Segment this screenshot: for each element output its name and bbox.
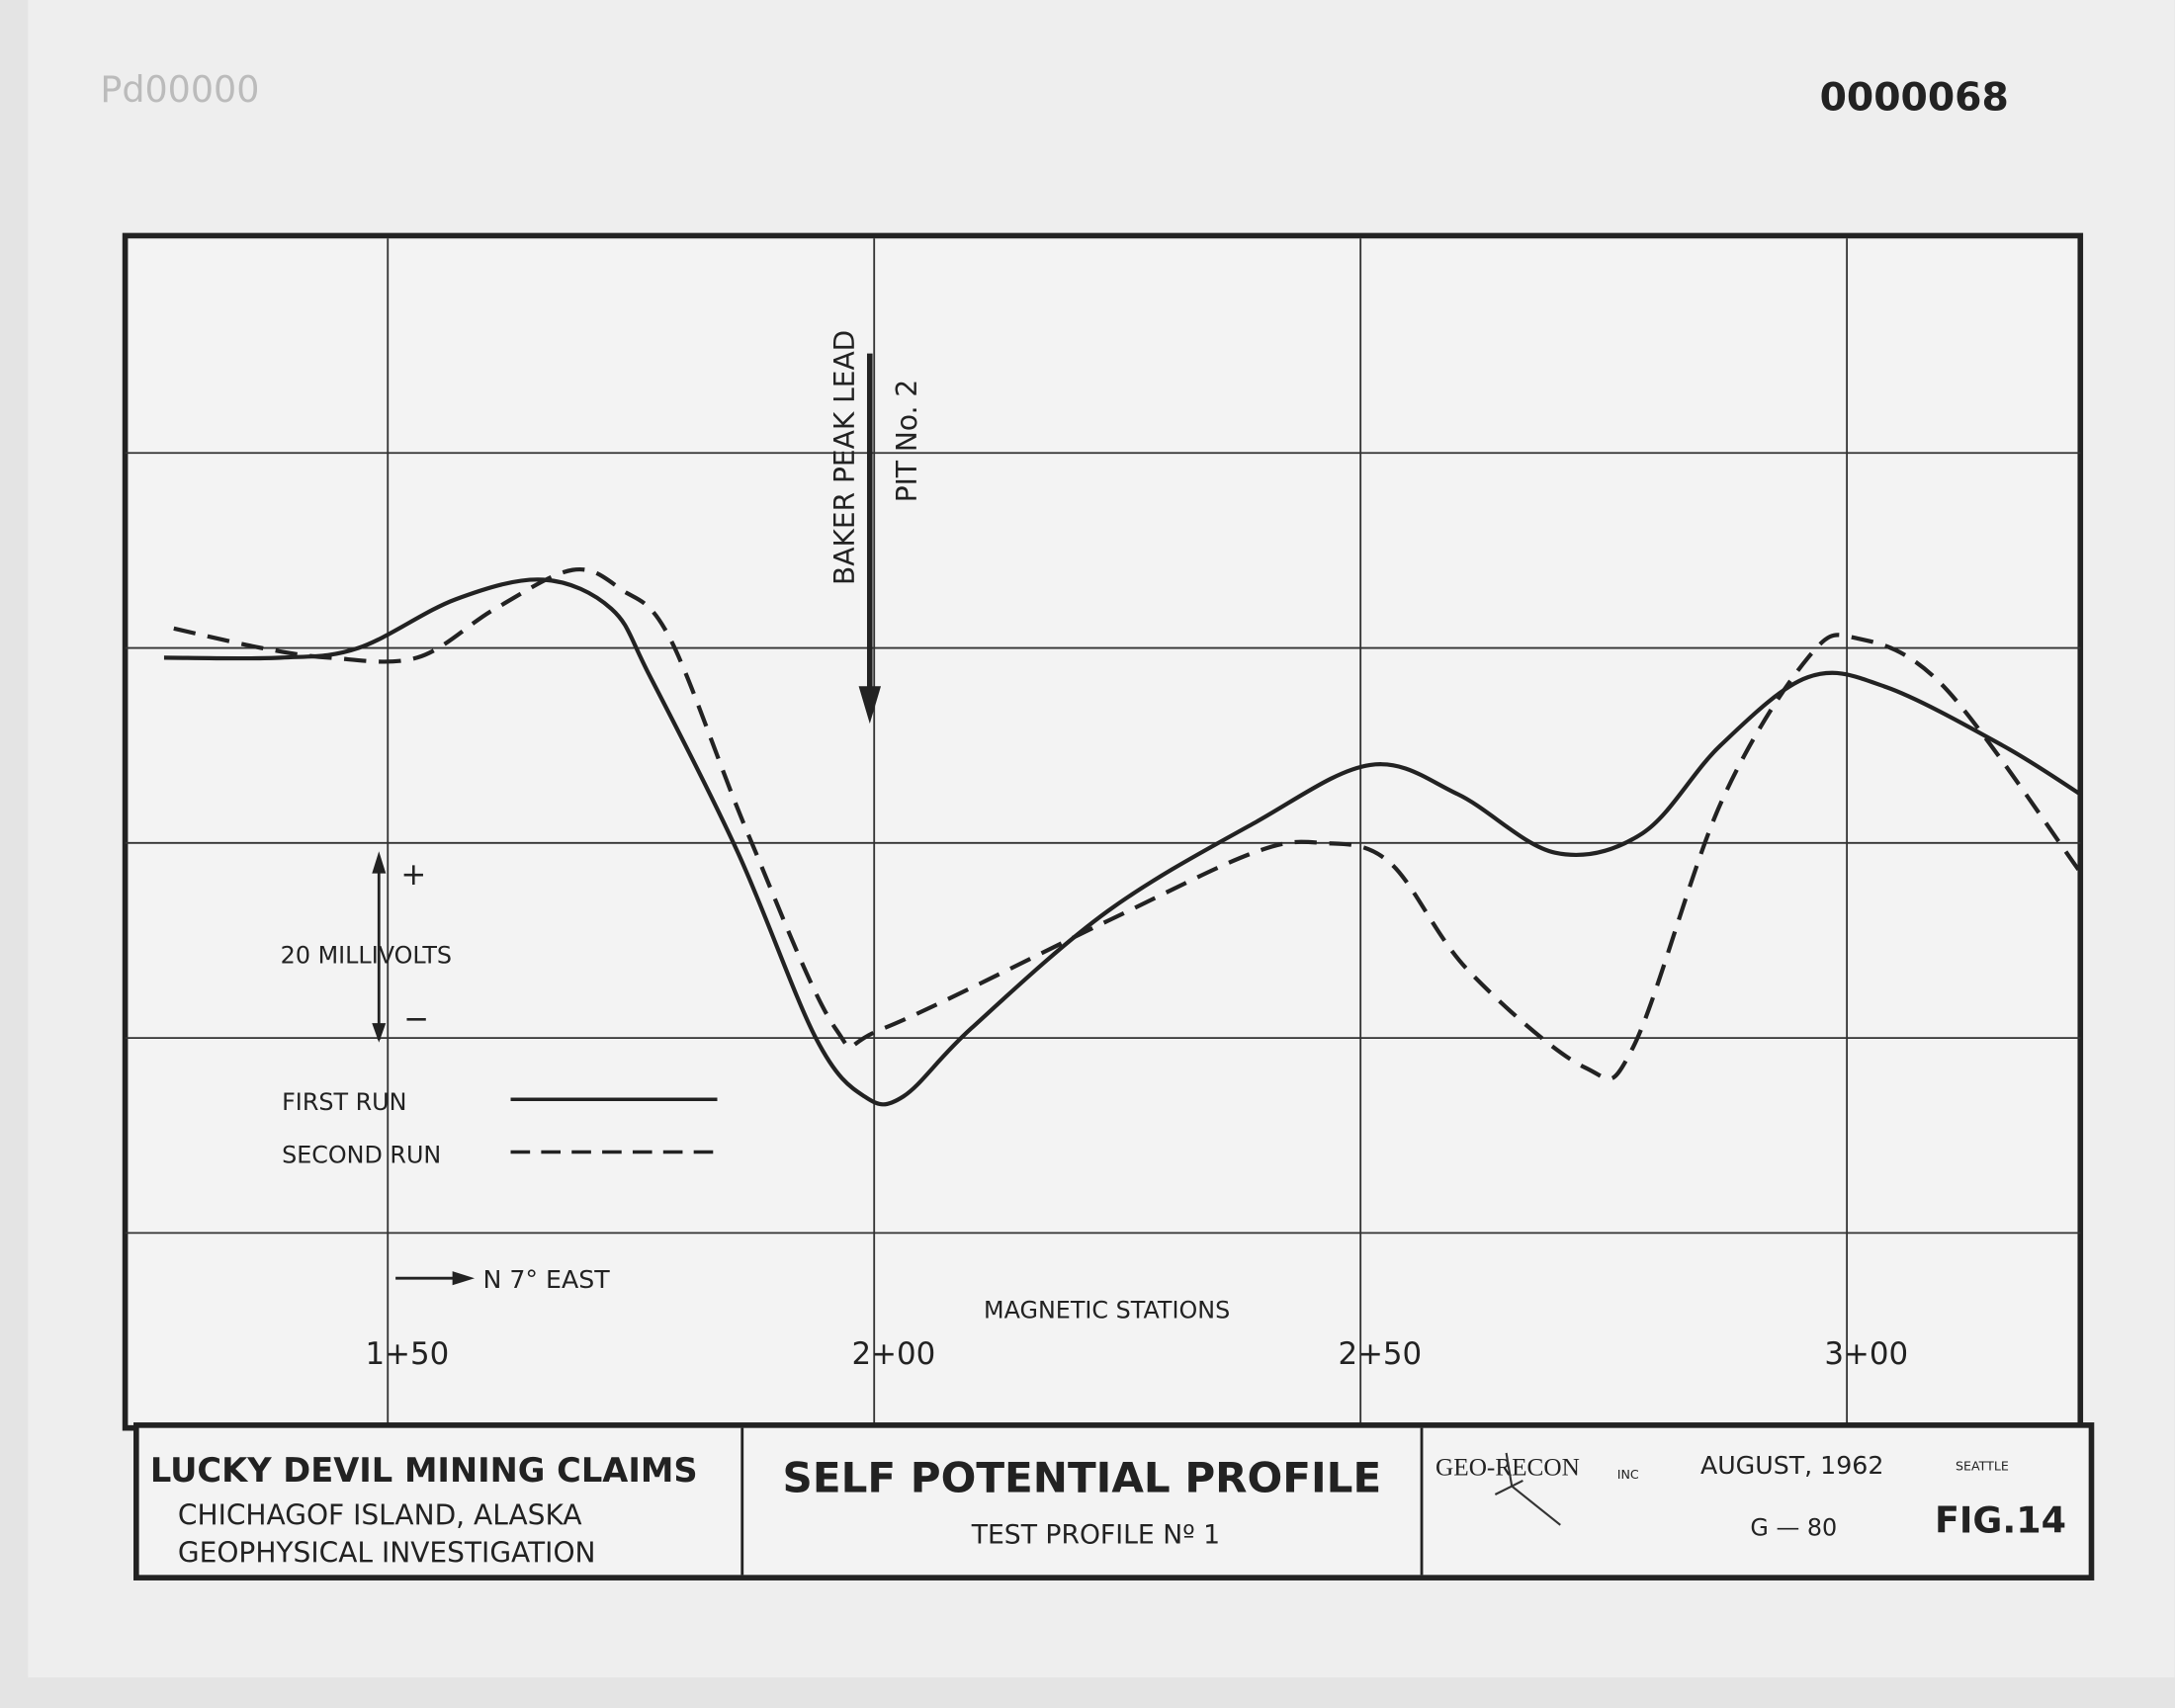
plot-frame — [122, 232, 2084, 1431]
scale-arrowhead — [372, 1023, 387, 1043]
scale-plus: + — [400, 857, 426, 893]
series-line — [173, 566, 2082, 1081]
marker-sublabel: PIT No. 2 — [891, 380, 923, 503]
direction-label: N 7° EAST — [482, 1265, 610, 1294]
date: AUGUST, 1962 — [1700, 1451, 1883, 1480]
x-axis-label: MAGNETIC STATIONS — [984, 1296, 1230, 1324]
x-tick-label: 1+50 — [366, 1336, 450, 1372]
marker-label: BAKER PEAK LEAD — [828, 330, 861, 585]
figure-number: FIG.14 — [1935, 1499, 2066, 1542]
doc-number-right: 0000068 — [1820, 75, 2009, 120]
x-tick-label: 3+00 — [1824, 1336, 1908, 1372]
chart-title: SELF POTENTIAL PROFILE — [783, 1453, 1382, 1501]
project: LUCKY DEVIL MINING CLAIMS — [150, 1451, 698, 1490]
x-tick-label: 2+00 — [851, 1336, 935, 1372]
scale-label: 20 MILLIVOLTS — [281, 941, 452, 969]
scale-arrowhead — [372, 851, 387, 874]
marker-arrowhead — [858, 686, 882, 725]
legend-label: FIRST RUN — [282, 1088, 406, 1116]
logo — [1494, 1452, 1561, 1526]
x-tick-label: 2+50 — [1338, 1336, 1422, 1372]
drawing-number: G — 80 — [1750, 1514, 1837, 1542]
legend-label: SECOND RUN — [282, 1141, 441, 1168]
chart-subtitle: TEST PROFILE Nº 1 — [971, 1520, 1220, 1551]
city: SEATTLE — [1956, 1458, 2009, 1473]
kind: GEOPHYSICAL INVESTIGATION — [178, 1536, 596, 1569]
company-suffix: INC — [1617, 1467, 1639, 1482]
direction-arrowhead — [452, 1271, 476, 1286]
doc-number-left: Pd00000 — [100, 68, 259, 111]
scale-minus: − — [403, 1001, 429, 1037]
location: CHICHAGOF ISLAND, ALASKA — [178, 1498, 582, 1531]
title-block — [133, 1422, 2095, 1580]
